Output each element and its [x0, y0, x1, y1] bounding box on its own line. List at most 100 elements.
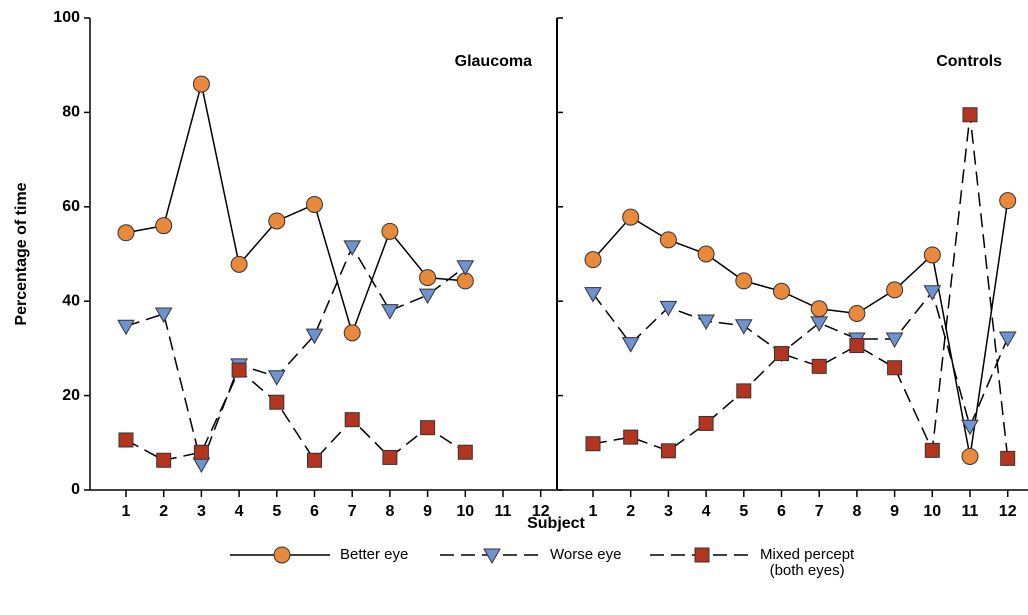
marker [810, 316, 829, 332]
marker [697, 245, 715, 263]
marker [736, 383, 752, 399]
marker [343, 240, 362, 256]
x-tick-label: 10 [923, 503, 941, 520]
legend-marker [273, 546, 291, 564]
legend-label: Better eye [340, 546, 409, 563]
marker [457, 444, 473, 460]
marker [998, 331, 1017, 348]
x-tick-label: 11 [495, 503, 512, 520]
marker [773, 282, 790, 300]
marker [585, 436, 601, 452]
marker [886, 281, 904, 299]
x-tick-label: 12 [999, 503, 1017, 520]
marker [622, 208, 640, 226]
marker [267, 370, 286, 386]
marker [810, 300, 828, 318]
series-line [592, 114, 1009, 459]
marker [381, 304, 399, 320]
x-tick-label: 1 [589, 503, 598, 520]
legend-label: Worse eye [550, 546, 622, 563]
marker [660, 443, 676, 459]
marker [343, 324, 361, 342]
marker [961, 419, 979, 436]
marker [117, 319, 135, 336]
marker [344, 412, 360, 428]
panel-title: Glaucoma [455, 53, 532, 70]
marker [305, 328, 324, 345]
x-tick-label: 11 [962, 503, 979, 520]
x-tick-label: 1 [122, 503, 131, 520]
marker [924, 442, 940, 458]
marker [1000, 450, 1016, 466]
x-tick-label: 3 [664, 503, 673, 520]
marker [155, 217, 173, 235]
marker [418, 288, 437, 305]
x-tick-label: 10 [456, 503, 474, 520]
x-tick-label: 7 [815, 503, 824, 520]
marker [456, 260, 475, 276]
x-tick-label: 9 [890, 503, 899, 520]
marker [117, 224, 135, 242]
x-tick-label: 2 [626, 503, 635, 520]
x-tick-label: 4 [235, 503, 244, 520]
y-tick-label: 0 [71, 481, 80, 498]
marker [659, 300, 678, 317]
x-tick-label: 9 [423, 503, 432, 520]
x-tick-label: 8 [385, 503, 394, 520]
x-tick-label: 2 [159, 503, 168, 520]
marker [623, 429, 639, 445]
series-line [592, 290, 1009, 429]
marker [154, 307, 173, 323]
marker [659, 231, 677, 249]
y-tick-label: 40 [62, 292, 80, 309]
marker [962, 107, 978, 123]
marker [269, 394, 285, 410]
marker [231, 362, 247, 378]
x-tick-label: 8 [852, 503, 861, 520]
marker [419, 269, 437, 287]
marker [420, 420, 436, 436]
x-tick-label: 5 [739, 503, 748, 520]
marker [621, 337, 640, 353]
series-line [125, 245, 466, 467]
y-tick-label: 80 [62, 104, 80, 121]
marker [230, 255, 248, 273]
marker [584, 287, 602, 303]
series-line [125, 83, 466, 336]
y-tick-label: 60 [62, 198, 80, 215]
marker [192, 75, 210, 93]
y-axis-label: Percentage of time [13, 182, 30, 325]
marker [382, 449, 398, 465]
marker [735, 272, 753, 290]
marker [961, 447, 979, 465]
marker [192, 457, 211, 474]
marker [306, 195, 323, 213]
legend-marker [694, 547, 710, 563]
marker [999, 192, 1017, 210]
marker [923, 285, 942, 301]
panel-title: Controls [936, 53, 1002, 70]
x-tick-label: 6 [310, 503, 319, 520]
legend-label: Mixed percept (both eyes) [760, 546, 855, 579]
marker [697, 314, 715, 331]
marker [811, 358, 827, 374]
x-tick-label: 4 [702, 503, 711, 520]
marker [193, 444, 209, 460]
marker [381, 222, 399, 240]
x-tick-label: 3 [197, 503, 206, 520]
marker [734, 319, 753, 335]
y-tick-label: 100 [53, 9, 80, 26]
marker [849, 338, 865, 354]
marker [268, 212, 286, 230]
marker [885, 332, 904, 348]
x-tick-label: 5 [272, 503, 281, 520]
marker [698, 415, 714, 431]
marker [848, 304, 866, 322]
x-tick-label: 12 [532, 503, 550, 520]
marker [923, 246, 941, 264]
x-tick-label: 6 [777, 503, 786, 520]
marker [307, 452, 322, 468]
series-line [125, 368, 466, 462]
